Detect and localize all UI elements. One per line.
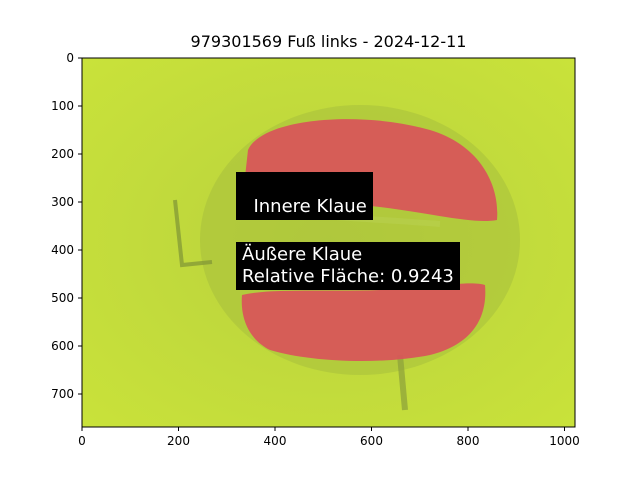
inner-claw-label-text: Innere Klaue (253, 196, 367, 217)
x-tick-label: 0 (78, 434, 86, 448)
y-tick-label: 400 (51, 243, 74, 257)
x-axis: 0 200 400 600 800 1000 (78, 427, 580, 448)
outer-claw (241, 283, 486, 362)
y-tick-label: 200 (51, 147, 74, 161)
y-axis: 0 100 200 300 400 500 600 700 (51, 51, 82, 401)
y-tick-label: 700 (51, 387, 74, 401)
outer-claw-label: Äußere Klaue Relative Fläche: 0.9243 (236, 242, 460, 290)
marking-stain (173, 199, 213, 268)
y-tick-label: 100 (51, 99, 74, 113)
y-tick-label: 500 (51, 291, 74, 305)
wet-streak (397, 354, 408, 411)
outer-claw-label-line1: Äußere Klaue (242, 244, 363, 265)
x-tick-label: 400 (264, 434, 287, 448)
outer-claw-label-line2: Relative Fläche: 0.9243 (242, 266, 454, 287)
x-tick-label: 600 (360, 434, 383, 448)
x-tick-label: 800 (457, 434, 480, 448)
x-tick-label: 1000 (549, 434, 580, 448)
plot-title: 979301569 Fuß links - 2024-12-11 (190, 32, 467, 51)
y-tick-label: 0 (66, 51, 74, 65)
y-tick-label: 300 (51, 195, 74, 209)
axes-frame (81, 57, 576, 428)
y-tick-label: 600 (51, 339, 74, 353)
x-tick-label: 200 (167, 434, 190, 448)
inner-claw-label: Innere Klaue (236, 172, 373, 220)
